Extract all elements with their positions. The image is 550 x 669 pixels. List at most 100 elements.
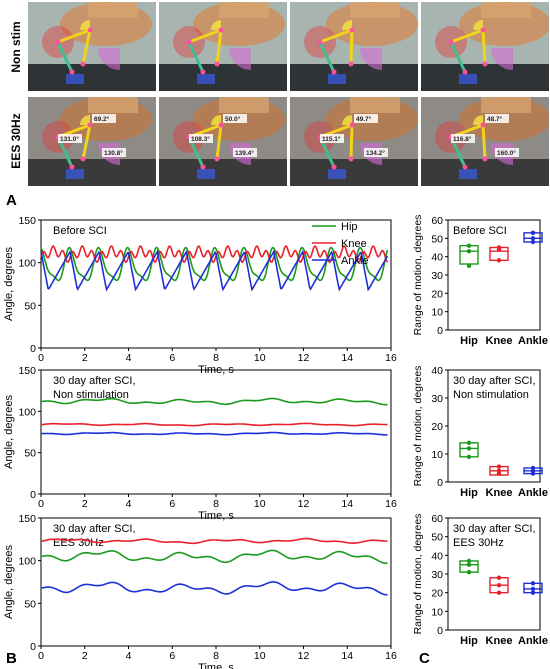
panel-letter-a: A [6,192,17,209]
pelvis-segment [318,41,336,73]
box-point [466,569,472,575]
box-chart-0: 0 10 20 30 40 50 60 Range of motion, degrees Bef… [412,215,548,347]
angle-label-bg [485,114,509,123]
harness [350,2,400,18]
y-tick-label: 10 [431,606,443,618]
joint-marker [480,27,486,33]
joint-marker [480,122,486,128]
treadmill-belt [28,64,156,91]
gait-photo: 69.2° 131.0° 130.8° [28,97,156,186]
chart-subtitle: Non stimulation [453,389,529,401]
joint-marker [349,27,355,33]
category-label: Hip [460,635,478,647]
shank-segment [81,124,92,160]
y-tick-label: 50 [24,448,36,460]
box-point [530,581,536,586]
angle-label-bg [233,148,257,157]
series-line-knee [40,422,388,427]
box-point [466,454,472,459]
harness [88,2,138,18]
y-tick-label: 10 [431,307,443,319]
foot-overlay [459,169,477,179]
x-tick-label: 10 [254,352,266,364]
y-tick-label: 50 [431,532,443,544]
y-tick-label: 10 [431,449,443,461]
x-tick-label: 6 [169,650,175,662]
box-point [530,236,536,241]
series-line-ankle [40,431,388,436]
y-tick-label: 40 [431,550,443,562]
series-line-hip [40,549,388,564]
joint-marker [482,61,488,67]
x-tick-label: 4 [126,352,132,364]
gait-photo [159,2,287,91]
y-tick-label: 20 [431,421,443,433]
harness [350,97,400,113]
box-chart-2: 0 10 20 30 40 50 60 Range of motion, degrees 30 … [412,513,548,647]
knee-angle-overlay [342,20,352,30]
category-label: Hip [460,335,478,347]
series-line-knee [40,245,389,264]
angle-label-bg [354,114,378,123]
pelvis-segment [449,41,467,73]
x-tick-label: 2 [82,498,88,510]
series-line-ankle [40,249,389,292]
box-point [530,586,536,592]
knee-angle-overlay [80,115,90,125]
joint-marker [331,164,337,170]
x-tick-label: 14 [341,498,353,510]
treadmill-belt [28,159,156,186]
y-tick-label: 0 [30,489,36,501]
thigh-segment [450,28,484,44]
y-tick-label: 20 [431,288,443,300]
knee-angle-overlay [473,20,483,30]
angle-label-bg [320,134,344,143]
x-axis-label: Time, s [198,662,234,669]
foot-overlay [197,74,215,84]
box-point [466,263,472,269]
joint-marker [69,164,75,170]
y-tick-label: 100 [18,406,36,418]
harness [219,2,269,18]
angle-label-bg [364,148,388,157]
box-point [496,590,502,595]
y-axis-label: Angle, degrees [3,247,15,321]
y-tick-label: 0 [30,343,36,355]
y-tick-label: 100 [18,258,36,270]
joint-marker [349,122,355,128]
y-tick-label: 0 [30,641,36,653]
x-tick-label: 10 [254,498,266,510]
angle-label: 160.0° [497,149,516,157]
series-line-ankle [40,581,388,596]
box-chart-1: 0 10 20 30 40 Range of motion, degrees 30 day … [412,365,548,499]
y-tick-label: 30 [431,393,443,405]
y-tick-label: 20 [431,588,443,600]
foot-overlay [197,169,215,179]
y-tick-label: 50 [24,300,36,312]
joint-marker [87,27,93,33]
x-tick-label: 16 [385,352,397,364]
y-tick-label: 40 [431,252,443,264]
angle-label: 115.1° [322,135,341,143]
ankle-angle-overlay [491,48,513,70]
x-tick-label: 14 [341,352,353,364]
ankle-angle-overlay [98,48,120,70]
joint-marker [462,164,468,170]
angle-label-bg [451,134,475,143]
box-point [466,243,472,248]
x-tick-label: 4 [126,498,132,510]
angle-label-bg [102,148,126,157]
y-axis-label: Range of motion, degrees [412,514,424,635]
y-tick-label: 0 [437,625,443,637]
x-tick-label: 16 [385,650,397,662]
y-tick-label: 30 [431,569,443,581]
chart-title: 30 day after SCI, [453,523,536,535]
x-axis-label: Time, s [198,510,234,522]
x-tick-label: 12 [298,352,310,364]
panel-letter-c: C [419,650,430,667]
angle-label: 69.2° [94,115,110,123]
x-tick-label: 10 [254,650,266,662]
y-tick-label: 0 [437,477,443,489]
category-label: Hip [460,487,478,499]
